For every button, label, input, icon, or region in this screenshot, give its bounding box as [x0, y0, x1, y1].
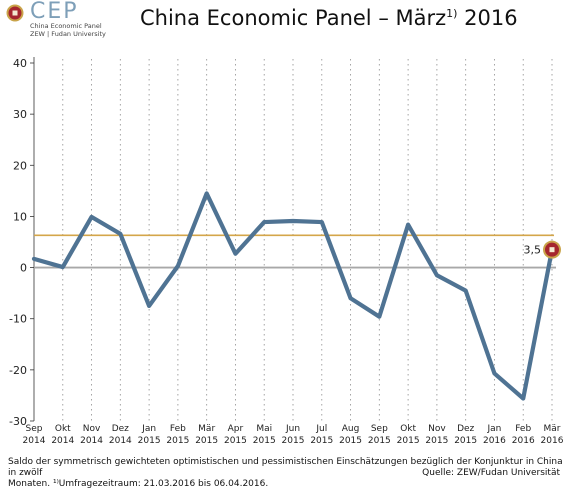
- x-tick-label-month: Feb: [515, 424, 531, 434]
- x-tick-label-year: 2015: [339, 436, 362, 446]
- title-year: 2016: [457, 6, 518, 30]
- x-tick-label-year: 2016: [512, 436, 535, 446]
- x-tick-label-month: Mär: [198, 424, 215, 434]
- cep-logo: CEP China Economic Panel ZEW | Fudan Uni…: [4, 0, 134, 38]
- x-tick-label-year: 2015: [282, 436, 305, 446]
- x-tick-label-month: Mai: [256, 424, 272, 434]
- x-tick-label-month: Mär: [544, 424, 561, 434]
- x-tick-label-year: 2014: [80, 436, 103, 446]
- x-tick-label-month: Jan: [141, 424, 156, 434]
- x-tick-label-month: Aug: [342, 424, 360, 434]
- page-title: China Economic Panel – März1) 2016: [140, 6, 518, 30]
- source-note: Quelle: ZEW/Fudan Universität: [422, 468, 560, 478]
- y-tick-label: -30: [9, 415, 27, 428]
- x-tick-label-month: Okt: [400, 424, 416, 434]
- y-tick-label: 0: [20, 262, 27, 275]
- x-tick-label-year: 2015: [310, 436, 333, 446]
- x-tick-label-year: 2014: [109, 436, 132, 446]
- x-tick-label-month: Sep: [371, 424, 388, 434]
- x-tick-label-month: Nov: [428, 424, 446, 434]
- end-marker-center: [549, 247, 555, 253]
- x-tick-label-year: 2015: [138, 436, 161, 446]
- y-tick-label: -10: [9, 313, 27, 326]
- y-tick-label: 20: [13, 159, 27, 172]
- x-tick-label-month: Sep: [26, 424, 43, 434]
- x-tick-label-year: 2015: [253, 436, 276, 446]
- series-line: [31, 191, 555, 401]
- x-tick-label-year: 2014: [23, 436, 46, 446]
- logo-sub-line1: China Economic Panel: [30, 22, 102, 30]
- x-tick-label-month: Apr: [228, 424, 244, 434]
- x-tick-label-year: 2015: [397, 436, 420, 446]
- x-tick-label-month: Dez: [112, 424, 129, 434]
- x-tick-label-year: 2015: [195, 436, 218, 446]
- title-sup: 1): [446, 7, 458, 20]
- x-tick-label-year: 2015: [454, 436, 477, 446]
- x-tick-label-month: Okt: [55, 424, 71, 434]
- x-tick-label-month: Jan: [487, 424, 502, 434]
- line-chart: 403020100-10-20-30Sep2014Okt2014Nov2014D…: [9, 57, 564, 446]
- logo-subtitle: China Economic Panel ZEW | Fudan Univers…: [30, 22, 106, 38]
- x-tick-label-year: 2014: [51, 436, 74, 446]
- end-value-label: 3,5: [524, 244, 542, 257]
- y-tick-label: 30: [13, 108, 27, 121]
- logo-sub-line2: ZEW | Fudan University: [30, 30, 106, 38]
- y-tick-label: -20: [9, 364, 27, 377]
- footnote-line1: Saldo der symmetrisch gewichteten optimi…: [8, 457, 563, 478]
- x-tick-label-year: 2015: [166, 436, 189, 446]
- x-tick-label-year: 2015: [368, 436, 391, 446]
- x-tick-label-month: Feb: [170, 424, 186, 434]
- y-tick-label: 10: [13, 210, 27, 223]
- cep-logo-mark-icon: [6, 4, 24, 22]
- logo-name: CEP: [30, 0, 79, 24]
- x-tick-label-year: 2015: [425, 436, 448, 446]
- x-tick-label-month: Nov: [83, 424, 101, 434]
- x-tick-label-month: Dez: [457, 424, 474, 434]
- title-main: China Economic Panel – März: [140, 6, 447, 30]
- x-tick-label-year: 2015: [224, 436, 247, 446]
- x-tick-label-month: Jul: [315, 424, 327, 434]
- y-tick-label: 40: [13, 57, 27, 70]
- x-tick-label-month: Jun: [285, 424, 300, 434]
- x-tick-label-year: 2016: [483, 436, 506, 446]
- x-tick-label-year: 2016: [541, 436, 564, 446]
- footnote-line2: Monaten. ¹⁾Umfragezeitraum: 21.03.2016 b…: [8, 479, 269, 489]
